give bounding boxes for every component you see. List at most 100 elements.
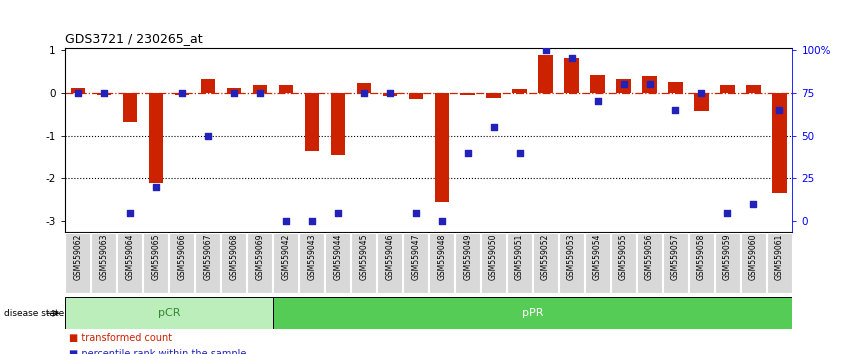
FancyBboxPatch shape xyxy=(559,233,584,292)
Text: ■ percentile rank within the sample: ■ percentile rank within the sample xyxy=(69,349,247,354)
FancyBboxPatch shape xyxy=(274,233,298,292)
Point xyxy=(201,133,215,138)
Text: GSM559064: GSM559064 xyxy=(126,234,134,280)
Text: pPR: pPR xyxy=(522,308,543,318)
Bar xyxy=(253,85,267,93)
Point xyxy=(591,98,604,104)
Text: GSM559052: GSM559052 xyxy=(541,234,550,280)
Point xyxy=(746,201,760,207)
Point xyxy=(565,56,578,61)
FancyBboxPatch shape xyxy=(118,233,142,292)
Point xyxy=(123,210,137,216)
Text: GSM559065: GSM559065 xyxy=(152,234,160,280)
Point xyxy=(253,90,267,96)
Point xyxy=(617,81,630,87)
Point xyxy=(357,90,371,96)
FancyBboxPatch shape xyxy=(196,233,220,292)
Text: GSM559060: GSM559060 xyxy=(749,234,758,280)
FancyBboxPatch shape xyxy=(326,233,350,292)
Bar xyxy=(357,83,371,93)
Bar xyxy=(123,93,137,122)
Bar xyxy=(461,93,475,95)
Bar xyxy=(227,87,241,93)
FancyBboxPatch shape xyxy=(456,233,480,292)
FancyBboxPatch shape xyxy=(481,233,506,292)
Text: GSM559059: GSM559059 xyxy=(723,234,732,280)
FancyBboxPatch shape xyxy=(222,233,246,292)
Text: GSM559045: GSM559045 xyxy=(359,234,368,280)
Text: GSM559044: GSM559044 xyxy=(333,234,342,280)
Text: GSM559066: GSM559066 xyxy=(178,234,186,280)
Point xyxy=(383,90,397,96)
Text: GSM559058: GSM559058 xyxy=(697,234,706,280)
Point xyxy=(643,81,656,87)
Text: GSM559067: GSM559067 xyxy=(204,234,212,280)
Bar xyxy=(513,89,527,93)
Bar xyxy=(772,93,786,193)
FancyBboxPatch shape xyxy=(611,233,636,292)
Text: GSM559046: GSM559046 xyxy=(385,234,394,280)
FancyBboxPatch shape xyxy=(404,233,428,292)
Text: GSM559063: GSM559063 xyxy=(100,234,108,280)
Point xyxy=(487,124,501,130)
Bar xyxy=(746,85,760,93)
Bar xyxy=(565,58,578,93)
Bar xyxy=(149,93,163,183)
Text: GSM559053: GSM559053 xyxy=(567,234,576,280)
Bar xyxy=(97,93,111,95)
Point xyxy=(669,107,682,113)
Point xyxy=(97,90,111,96)
Text: GDS3721 / 230265_at: GDS3721 / 230265_at xyxy=(65,32,203,45)
Point xyxy=(461,150,475,155)
Text: GSM559054: GSM559054 xyxy=(593,234,602,280)
Point xyxy=(695,90,708,96)
Text: GSM559043: GSM559043 xyxy=(307,234,316,280)
Text: GSM559061: GSM559061 xyxy=(775,234,784,280)
FancyBboxPatch shape xyxy=(663,233,688,292)
FancyBboxPatch shape xyxy=(65,297,273,329)
Point xyxy=(772,107,786,113)
FancyBboxPatch shape xyxy=(144,233,168,292)
Point xyxy=(409,210,423,216)
Text: GSM559047: GSM559047 xyxy=(411,234,420,280)
Text: GSM559049: GSM559049 xyxy=(463,234,472,280)
FancyBboxPatch shape xyxy=(689,233,714,292)
Point xyxy=(539,47,553,53)
Text: GSM559068: GSM559068 xyxy=(229,234,238,280)
Bar xyxy=(695,93,708,111)
Text: GSM559051: GSM559051 xyxy=(515,234,524,280)
Text: GSM559050: GSM559050 xyxy=(489,234,498,280)
FancyBboxPatch shape xyxy=(585,233,610,292)
Bar xyxy=(409,93,423,99)
Text: GSM559042: GSM559042 xyxy=(281,234,290,280)
FancyBboxPatch shape xyxy=(507,233,532,292)
Point xyxy=(513,150,527,155)
Text: GSM559055: GSM559055 xyxy=(619,234,628,280)
Bar xyxy=(435,93,449,202)
Text: pCR: pCR xyxy=(158,308,180,318)
Text: GSM559056: GSM559056 xyxy=(645,234,654,280)
FancyBboxPatch shape xyxy=(273,297,792,329)
Bar xyxy=(279,85,293,93)
Bar xyxy=(721,85,734,93)
Point xyxy=(175,90,189,96)
Point xyxy=(331,210,345,216)
Point xyxy=(279,218,293,224)
Bar xyxy=(331,93,345,155)
FancyBboxPatch shape xyxy=(378,233,402,292)
Text: GSM559069: GSM559069 xyxy=(255,234,264,280)
FancyBboxPatch shape xyxy=(637,233,662,292)
Text: ■ transformed count: ■ transformed count xyxy=(69,333,172,343)
Text: disease state: disease state xyxy=(4,309,65,318)
Bar xyxy=(175,93,189,95)
Point xyxy=(149,184,163,190)
Point xyxy=(71,90,85,96)
Point xyxy=(721,210,734,216)
FancyBboxPatch shape xyxy=(92,233,116,292)
Text: GSM559048: GSM559048 xyxy=(437,234,446,280)
Bar xyxy=(617,79,630,93)
Point xyxy=(227,90,241,96)
FancyBboxPatch shape xyxy=(248,233,272,292)
Text: GSM559062: GSM559062 xyxy=(74,234,82,280)
FancyBboxPatch shape xyxy=(741,233,766,292)
